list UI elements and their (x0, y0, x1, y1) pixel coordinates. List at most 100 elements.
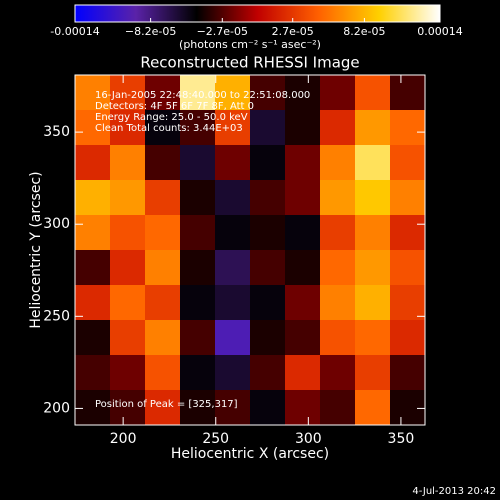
cell (180, 180, 216, 216)
cell (285, 110, 321, 146)
cell (390, 320, 426, 356)
cell (110, 75, 146, 111)
cell (285, 320, 321, 356)
cell (145, 145, 181, 181)
footer: 4-Jul-2013 20:42 (412, 486, 496, 497)
cell (355, 215, 391, 251)
x-tick-label: 250 (202, 431, 229, 447)
cell (390, 390, 426, 426)
cell (75, 75, 111, 111)
cell (390, 355, 426, 391)
cell (285, 180, 321, 216)
colorbar-tick-label: 0.00014 (417, 25, 463, 38)
colorbar-tick-label: 8.2e-05 (343, 25, 385, 38)
cell (110, 355, 146, 391)
cell (250, 250, 286, 286)
cell (390, 215, 426, 251)
cell (285, 390, 321, 426)
annotation: Energy Range: 25.0 - 50.0 keV (95, 112, 248, 123)
cell (320, 215, 356, 251)
cell (250, 355, 286, 391)
cell (250, 320, 286, 356)
cell (145, 390, 181, 426)
x-axis-label: Heliocentric X (arcsec) (171, 446, 329, 462)
x-tick-label: 350 (388, 431, 415, 447)
y-tick-label: 350 (43, 124, 70, 140)
cell (110, 215, 146, 251)
cell (320, 390, 356, 426)
cell (355, 390, 391, 426)
cell (145, 285, 181, 321)
cell (355, 75, 391, 111)
cell (285, 285, 321, 321)
cell (320, 355, 356, 391)
cell (320, 110, 356, 146)
y-tick-label: 250 (43, 308, 70, 324)
cell (320, 180, 356, 216)
cell (180, 75, 216, 111)
y-tick-label: 300 (43, 216, 70, 232)
cell (390, 145, 426, 181)
cell (215, 75, 251, 111)
colorbar-tick-label: 2.7e-05 (272, 25, 314, 38)
cell (75, 250, 111, 286)
annotation: Detectors: 4F 5F 6F 7F 8F, Att 0 (95, 101, 254, 112)
colorbar (74, 4, 441, 23)
cell (390, 250, 426, 286)
cell (285, 355, 321, 391)
cell (145, 355, 181, 391)
cell (75, 215, 111, 251)
cell (145, 320, 181, 356)
cell (250, 75, 286, 111)
cell (145, 110, 181, 146)
colorbar-label: (photons cm⁻² s⁻¹ asec⁻²) (179, 38, 321, 51)
cell (180, 145, 216, 181)
cell (285, 215, 321, 251)
annotation: Clean Total counts: 3.44E+03 (95, 123, 243, 134)
cell (215, 145, 251, 181)
cell (110, 180, 146, 216)
cell (215, 110, 251, 146)
cell (355, 285, 391, 321)
cell (110, 110, 146, 146)
cell (320, 250, 356, 286)
cell (145, 180, 181, 216)
x-tick-label: 200 (110, 431, 137, 447)
cell (250, 215, 286, 251)
cell (250, 285, 286, 321)
cell (355, 250, 391, 286)
cell (250, 145, 286, 181)
cell (110, 250, 146, 286)
cell (145, 215, 181, 251)
cell (145, 250, 181, 286)
heatmap (75, 75, 426, 426)
cell (215, 320, 251, 356)
cell (180, 110, 216, 146)
cell (180, 355, 216, 391)
y-axis-label: Heliocentric Y (arcsec) (28, 171, 44, 328)
chart-title: Reconstructed RHESSI Image (140, 54, 359, 72)
cell (180, 285, 216, 321)
cell (320, 75, 356, 111)
cell (110, 320, 146, 356)
cell (215, 355, 251, 391)
cell (320, 285, 356, 321)
cell (320, 320, 356, 356)
cell (75, 110, 111, 146)
cell (75, 355, 111, 391)
cell (390, 110, 426, 146)
cell (215, 390, 251, 426)
cell (390, 285, 426, 321)
annotation: 16-Jan-2005 22:48:40.000 to 22:51:08.000 (95, 90, 310, 101)
cell (180, 250, 216, 286)
cell (75, 180, 111, 216)
cell (145, 75, 181, 111)
cell (75, 390, 111, 426)
cell (75, 320, 111, 356)
cell (180, 320, 216, 356)
cell (390, 180, 426, 216)
cell (355, 355, 391, 391)
cell (390, 75, 426, 111)
cell (355, 180, 391, 216)
